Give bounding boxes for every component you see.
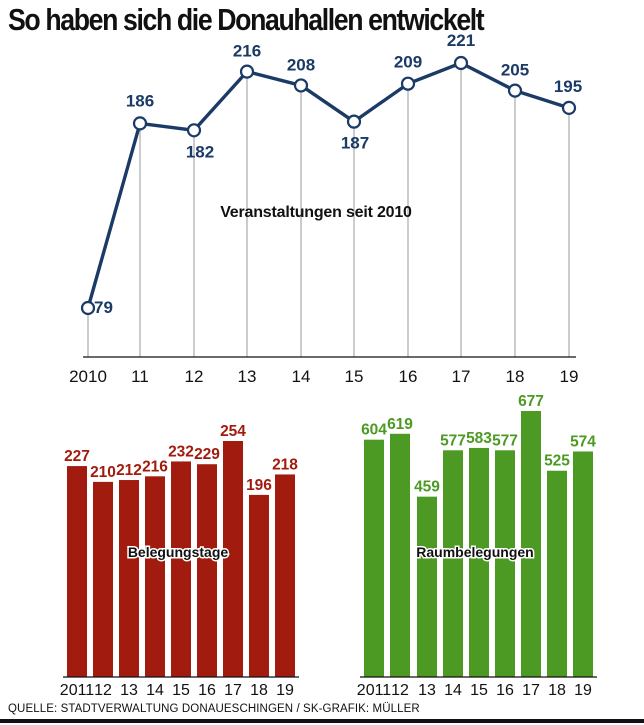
x-tick-label-19: 19 [276, 682, 294, 699]
bar-value-label-2011: 604 [361, 422, 387, 439]
bar-value-label-17: 677 [518, 393, 544, 410]
chart-headline: So haben sich die Donauhallen entwickelt [8, 2, 485, 37]
bar-14 [145, 476, 165, 677]
bar-value-label-14: 577 [440, 432, 466, 449]
data-point-2010 [80, 300, 96, 316]
bar-17 [521, 411, 541, 677]
charts-canvas: 79 186 182 216 208 187 209 221 205 195 2010 11 12 13 1… [60, 31, 597, 699]
x-tick-label-19: 19 [574, 682, 592, 699]
x-tick-label-16: 16 [496, 682, 514, 699]
x-tick-label-15: 15 [172, 682, 190, 699]
bar-value-label-2011: 227 [64, 448, 90, 465]
value-label-14: 208 [287, 55, 315, 74]
bar-17 [223, 441, 243, 677]
x-tick-label-17: 17 [452, 367, 471, 386]
bar-15 [469, 447, 489, 677]
x-tick-label-18: 18 [250, 682, 268, 699]
bar-12 [390, 433, 410, 677]
x-tick-label-19: 19 [560, 367, 579, 386]
value-label-13: 216 [233, 42, 261, 61]
data-point-16 [400, 76, 416, 91]
data-point-11 [132, 116, 148, 131]
line-chart-events: 79 186 182 216 208 187 209 221 205 195 2010 11 12 13 1… [69, 31, 582, 386]
x-tick-label-18: 18 [548, 682, 566, 699]
x-tick-label-15: 15 [345, 367, 364, 386]
bar-value-label-15: 232 [168, 443, 194, 460]
series-caption: Belegungstage [128, 544, 229, 560]
x-tick-label-17: 17 [522, 682, 540, 699]
x-tick-label-13: 13 [418, 682, 436, 699]
series-line [86, 61, 571, 310]
x-tick-label-2010: 2010 [69, 367, 107, 386]
bar-value-label-19: 574 [570, 433, 596, 450]
bar-value-label-18: 196 [246, 477, 272, 494]
bar-value-label-19: 218 [272, 456, 298, 473]
data-point-18 [507, 83, 523, 98]
bar-value-label-16: 577 [492, 432, 518, 449]
bar-16 [197, 464, 217, 677]
bar-value-label-13: 459 [414, 479, 440, 496]
bar-14 [443, 450, 463, 677]
value-label-15: 187 [341, 134, 369, 153]
value-label-16: 209 [394, 53, 422, 72]
bar-13 [119, 480, 139, 677]
bar-value-label-17: 254 [220, 423, 246, 440]
data-point-13 [239, 64, 255, 79]
x-tick-label-14: 14 [292, 367, 311, 386]
value-label-11: 186 [126, 91, 154, 110]
x-tick-label-18: 18 [506, 367, 525, 386]
x-tick-label-16: 16 [399, 367, 418, 386]
x-tick-label-2011: 2011 [357, 682, 392, 699]
bar-2011 [67, 466, 87, 677]
value-label-12: 182 [186, 142, 214, 161]
bar-value-label-12: 619 [387, 416, 413, 433]
data-point-12 [186, 123, 202, 138]
value-label-2010: 79 [94, 298, 113, 317]
value-label-19: 195 [554, 77, 582, 96]
bar-12 [93, 481, 113, 677]
bar-2011 [364, 439, 384, 677]
bar-18 [547, 470, 567, 677]
bar-value-label-14: 216 [142, 458, 168, 475]
bar-value-label-16: 229 [194, 446, 220, 463]
bar-15 [171, 461, 191, 677]
bar-value-label-12: 210 [90, 464, 116, 481]
series-caption: Veranstaltungen seit 2010 [220, 204, 412, 221]
bar-19 [275, 474, 295, 677]
bar-value-label-15: 583 [466, 430, 492, 447]
x-tick-label-13: 13 [120, 682, 138, 699]
value-label-17: 221 [447, 31, 475, 50]
x-tick-label-2011: 2011 [60, 682, 95, 699]
x-tick-label-12: 12 [94, 682, 112, 699]
x-tick-label-14: 14 [146, 682, 164, 699]
bar-18 [249, 494, 269, 677]
x-tick-label-17: 17 [224, 682, 242, 699]
x-tick-label-14: 14 [444, 682, 462, 699]
data-point-19 [561, 100, 577, 115]
bar-16 [495, 450, 515, 677]
x-tick-label-12: 12 [391, 682, 409, 699]
bar-value-label-13: 212 [116, 462, 142, 479]
bar-13 [417, 496, 437, 677]
data-point-14 [293, 78, 309, 93]
value-label-18: 205 [501, 61, 529, 80]
data-point-15 [346, 114, 362, 129]
x-tick-label-15: 15 [470, 682, 488, 699]
x-tick-label-16: 16 [198, 682, 216, 699]
x-tick-label-13: 13 [238, 367, 257, 386]
x-tick-label-11: 11 [131, 367, 149, 386]
footer-rule [0, 719, 644, 723]
source-credit: QUELLE: STADTVERWALTUNG DONAUESCHINGEN /… [8, 703, 420, 715]
series-caption: Raumbelegungen [416, 544, 533, 560]
data-point-17 [453, 55, 469, 71]
bar-19 [573, 451, 593, 677]
x-tick-label-12: 12 [185, 367, 204, 386]
bar-value-label-18: 525 [544, 453, 570, 470]
